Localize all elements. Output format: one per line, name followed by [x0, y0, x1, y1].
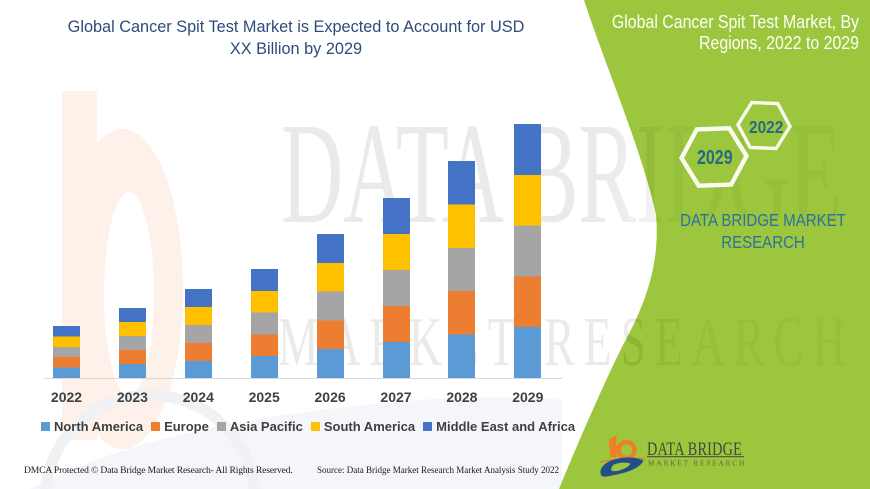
svg-text:MARKET RESEARCH: MARKET RESEARCH — [648, 459, 746, 468]
svg-text:MARKET RESEARCH: MARKET RESEARCH — [278, 302, 855, 380]
svg-text:DATA BRIDGE: DATA BRIDGE — [647, 438, 742, 459]
